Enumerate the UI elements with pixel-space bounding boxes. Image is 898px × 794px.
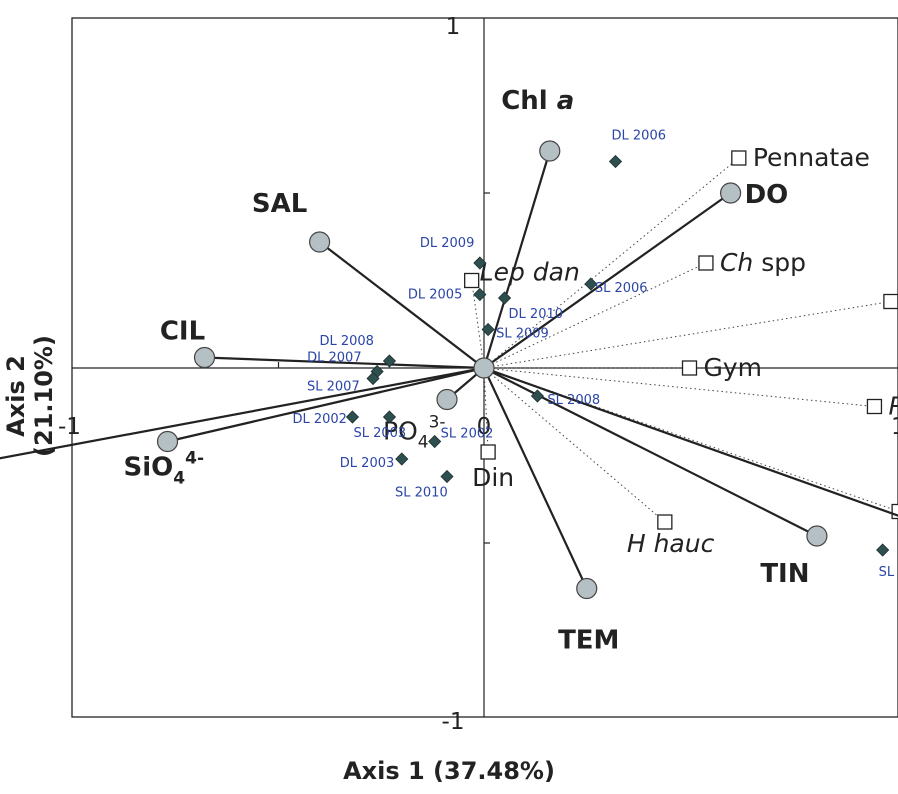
- species-vector: [483, 367, 875, 407]
- site-marker: [481, 322, 495, 337]
- species-marker: [657, 514, 673, 530]
- species-marker: [681, 360, 698, 376]
- env-marker: [156, 430, 179, 453]
- site-marker: [584, 277, 598, 291]
- env-marker: [806, 525, 828, 547]
- species-marker: [464, 272, 480, 289]
- site-label: SL 2005: [879, 565, 898, 580]
- species-vector: [471, 280, 485, 369]
- site-marker: [345, 410, 360, 424]
- environmental-variables-layer: Chl aDOSALCILBSiO44-PO43-TEMTINNAUP: [0, 86, 898, 656]
- origin-marker: [473, 357, 495, 379]
- tick-label-x-zero: 0: [477, 414, 492, 440]
- x-axis-title: Axis 1 (37.48%): [343, 757, 555, 785]
- species-marker: [480, 444, 496, 460]
- tick-label-x-min: -1: [58, 414, 81, 440]
- site-label: DL 2010: [509, 307, 563, 322]
- site-marker: [473, 256, 487, 270]
- env-vector: [483, 367, 588, 589]
- sites-layer: DL 2006 DL 2009 DL 2005 SL 2006 DL 2010 SL 20…: [292, 129, 898, 581]
- env-marker: [436, 388, 458, 411]
- site-marker: [876, 543, 890, 557]
- site-label: DL 2002: [292, 412, 346, 427]
- env-vector: [318, 241, 485, 369]
- site-label: SL 2006: [595, 281, 648, 296]
- species-label: Gym: [704, 353, 763, 382]
- y-axis-title: Axis 2 (21.10%): [2, 335, 58, 457]
- site-label: SL 2002: [441, 427, 494, 442]
- site-label: SL 2007: [307, 380, 360, 395]
- species-label: P alata: [888, 392, 898, 421]
- species-label: H hauc: [627, 529, 715, 558]
- species-vector: [483, 367, 489, 453]
- env-label: Chl a: [501, 86, 574, 116]
- tick-label-y-min: -1: [442, 709, 465, 735]
- site-label: SL 2003: [353, 426, 406, 441]
- env-label: SAL: [252, 189, 307, 219]
- site-marker: [382, 410, 397, 424]
- site-label: DL 2005: [408, 288, 462, 303]
- env-marker: [539, 140, 561, 162]
- site-label: DL 2007: [307, 351, 361, 366]
- env-marker: [576, 577, 598, 600]
- tick-label-x-max: 1: [891, 414, 898, 440]
- species-label: Lep dan: [480, 258, 580, 287]
- site-marker: [382, 354, 397, 368]
- site-marker: [497, 291, 512, 305]
- site-marker: [428, 434, 442, 449]
- species-marker: [883, 293, 898, 310]
- env-label: TIN: [760, 559, 809, 589]
- species-marker: [891, 503, 898, 520]
- env-marker: [309, 231, 331, 253]
- site-label: DL 2008: [319, 334, 373, 349]
- site-marker: [473, 287, 487, 302]
- site-label: DL 2003: [340, 456, 394, 471]
- species-vector: [483, 301, 891, 369]
- env-vector: [483, 192, 732, 369]
- env-vector: [204, 356, 485, 370]
- env-vector: [482, 150, 551, 369]
- env-label: DO: [745, 180, 789, 210]
- site-marker: [440, 469, 454, 484]
- site-label: DL 2006: [612, 129, 666, 144]
- tick-label-y-max: 1: [446, 14, 461, 40]
- species-marker: [731, 150, 747, 166]
- site-marker: [366, 371, 380, 386]
- species-label: Ch spp: [720, 248, 806, 277]
- site-label: SL 2010: [395, 486, 448, 501]
- env-label: CIL: [160, 317, 205, 347]
- site-marker: [395, 452, 409, 466]
- species-label: Pennatae: [753, 143, 870, 172]
- site-marker: [608, 154, 623, 169]
- site-label: SL 2008: [547, 393, 600, 408]
- env-marker: [719, 182, 742, 204]
- site-label: SL 2009: [496, 327, 549, 342]
- env-vector: [0, 366, 485, 460]
- env-marker: [193, 346, 216, 369]
- species-marker: [698, 255, 714, 271]
- species-label: Din: [472, 463, 514, 492]
- env-vector: [167, 366, 485, 443]
- site-marker: [530, 389, 544, 403]
- species-marker: [866, 398, 883, 415]
- env-label: TEM: [558, 626, 619, 656]
- env-vector: [483, 366, 898, 517]
- species-vector: [483, 262, 707, 369]
- species-vector: [483, 157, 740, 369]
- env-label: SiO44-: [124, 449, 204, 489]
- site-label: DL 2009: [420, 236, 474, 251]
